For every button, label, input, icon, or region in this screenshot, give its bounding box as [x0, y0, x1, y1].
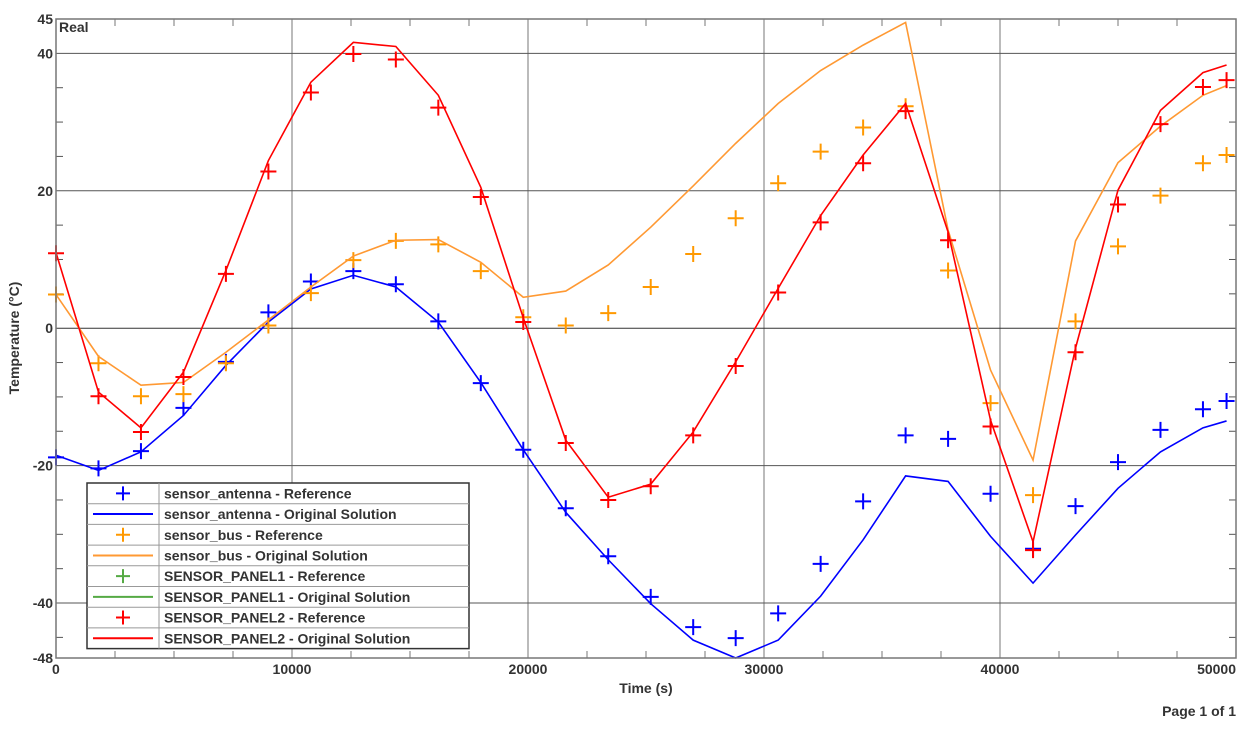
- data-point-marker: [940, 262, 957, 279]
- data-point-marker: [855, 493, 872, 510]
- legend-marker-swatch: [116, 527, 130, 542]
- y-tick-label: 45: [37, 11, 53, 27]
- x-axis-label: Time (s): [619, 680, 672, 696]
- data-point-marker: [770, 175, 787, 192]
- data-point-marker: [1218, 72, 1235, 89]
- series-layer: [48, 21, 1235, 659]
- corner-label: Real: [59, 19, 89, 35]
- data-point-marker: [217, 355, 234, 372]
- data-point-marker: [727, 210, 744, 227]
- data-point-marker: [1152, 187, 1169, 204]
- x-tick-label: 10000: [273, 661, 312, 677]
- data-point-marker: [812, 143, 829, 160]
- data-point-marker: [387, 276, 404, 293]
- data-point-marker: [770, 605, 787, 622]
- data-point-marker: [175, 399, 192, 416]
- data-point-marker: [685, 619, 702, 636]
- series-line: [55, 41, 1227, 545]
- legend-entry-label: SENSOR_PANEL2 - Reference: [164, 610, 365, 626]
- y-tick-label: -48: [33, 650, 53, 666]
- y-tick-label: 20: [37, 183, 53, 199]
- legend-entry-label: SENSOR_PANEL1 - Original Solution: [164, 589, 410, 605]
- data-point-marker: [1110, 454, 1126, 471]
- data-point-marker: [642, 588, 659, 605]
- data-point-marker: [1067, 313, 1084, 330]
- data-point-marker: [1194, 155, 1211, 172]
- data-point-marker: [982, 485, 999, 502]
- data-point-marker: [557, 317, 574, 334]
- data-point-marker: [1025, 487, 1042, 504]
- data-point-marker: [685, 245, 702, 262]
- legend: sensor_antenna - Reference sensor_antenna…: [86, 482, 470, 650]
- legend-entry-label: sensor_antenna - Original Solution: [164, 506, 397, 522]
- data-point-marker: [90, 355, 107, 372]
- data-point-marker: [1152, 421, 1169, 438]
- legend-entry-label: sensor_bus - Reference: [164, 527, 323, 543]
- data-point-marker: [897, 427, 914, 444]
- data-point-marker: [812, 555, 829, 572]
- data-point-marker: [685, 427, 702, 444]
- data-point-marker: [387, 51, 404, 68]
- x-tick-label: 50000: [1197, 661, 1236, 677]
- y-axis-label: Temperature (°C): [6, 282, 22, 395]
- data-point-marker: [642, 278, 659, 295]
- x-tick-label: 30000: [745, 661, 784, 677]
- data-point-marker: [557, 434, 574, 451]
- data-point-marker: [175, 386, 192, 403]
- data-point-marker: [940, 430, 957, 447]
- series-line: [55, 274, 1227, 659]
- grid: [56, 19, 1236, 658]
- data-point-marker: [472, 188, 489, 205]
- data-point-marker: [1194, 401, 1211, 418]
- data-point-marker: [260, 163, 277, 180]
- data-point-marker: [472, 263, 489, 280]
- legend-marker-swatch: [116, 569, 130, 584]
- legend-entry-label: SENSOR_PANEL1 - Reference: [164, 568, 365, 584]
- x-tick-label: 0: [52, 661, 60, 677]
- data-point-marker: [1110, 238, 1126, 255]
- legend-entry-label: sensor_antenna - Reference: [164, 485, 352, 501]
- legend-marker-swatch: [116, 486, 130, 501]
- data-point-marker: [600, 548, 617, 565]
- data-point-marker: [345, 46, 362, 63]
- y-tick-label: -20: [33, 458, 53, 474]
- data-point-marker: [1218, 147, 1235, 164]
- data-point-marker: [557, 500, 574, 517]
- y-tick-label: 40: [37, 45, 53, 61]
- data-point-marker: [1218, 393, 1235, 410]
- series-line: [55, 21, 1227, 463]
- data-point-marker: [982, 395, 999, 412]
- data-point-marker: [1025, 542, 1042, 559]
- data-point-marker: [727, 630, 744, 647]
- y-tick-label: 0: [45, 320, 53, 336]
- legend-entry-label: SENSOR_PANEL2 - Original Solution: [164, 630, 410, 646]
- axis-ticks: 0 10000 20000 30000 40000 50000 45 40 20 0 -20 -40 -…: [33, 11, 1236, 677]
- x-tick-label: 40000: [981, 661, 1020, 677]
- data-point-marker: [132, 388, 149, 405]
- data-point-marker: [1194, 79, 1211, 96]
- data-point-marker: [855, 119, 872, 136]
- page-label: Page 1 of 1: [1162, 703, 1236, 719]
- legend-entry-label: sensor_bus - Original Solution: [164, 547, 368, 563]
- plot-frame: [55, 18, 1237, 659]
- data-point-marker: [600, 305, 617, 322]
- data-point-marker: [600, 491, 617, 508]
- x-tick-label: 20000: [509, 661, 548, 677]
- data-point-marker: [132, 423, 149, 440]
- y-tick-label: -40: [33, 595, 53, 611]
- data-point-marker: [1152, 116, 1169, 133]
- data-point-marker: [1110, 196, 1126, 213]
- data-point-marker: [1067, 498, 1084, 515]
- legend-marker-swatch: [116, 610, 130, 625]
